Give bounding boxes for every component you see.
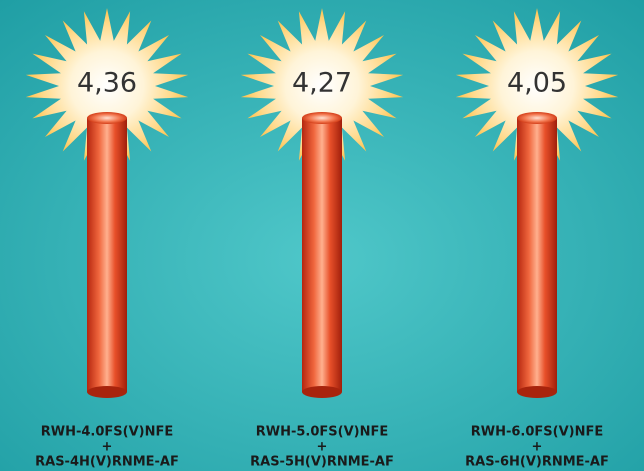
category-label: RWH-6.0FS(V)NFE (471, 425, 603, 440)
chart: 4,36RWH-4.0FS(V)NFE+RAS-4H(V)RNME-AF4,27… (0, 0, 644, 471)
cylinder-cap (302, 112, 342, 124)
category-label: + (532, 440, 543, 455)
category-label: + (317, 440, 328, 455)
value-label: 4,05 (507, 68, 567, 99)
value-label: 4,27 (292, 68, 352, 99)
cylinder-base (87, 386, 127, 398)
cylinder (87, 118, 127, 392)
category-label: RAS-5H(V)RNME-AF (250, 455, 394, 470)
cylinder (517, 118, 557, 392)
category-label: RAS-6H(V)RNME-AF (465, 455, 609, 470)
category-label: + (102, 440, 113, 455)
cylinder-base (517, 386, 557, 398)
category-label: RWH-5.0FS(V)NFE (256, 425, 388, 440)
cylinder-cap (87, 112, 127, 124)
category-label: RAS-4H(V)RNME-AF (35, 455, 179, 470)
value-label: 4,36 (77, 68, 137, 99)
cylinder-base (302, 386, 342, 398)
cylinder (302, 118, 342, 392)
category-label: RWH-4.0FS(V)NFE (41, 425, 173, 440)
cylinder-cap (517, 112, 557, 124)
